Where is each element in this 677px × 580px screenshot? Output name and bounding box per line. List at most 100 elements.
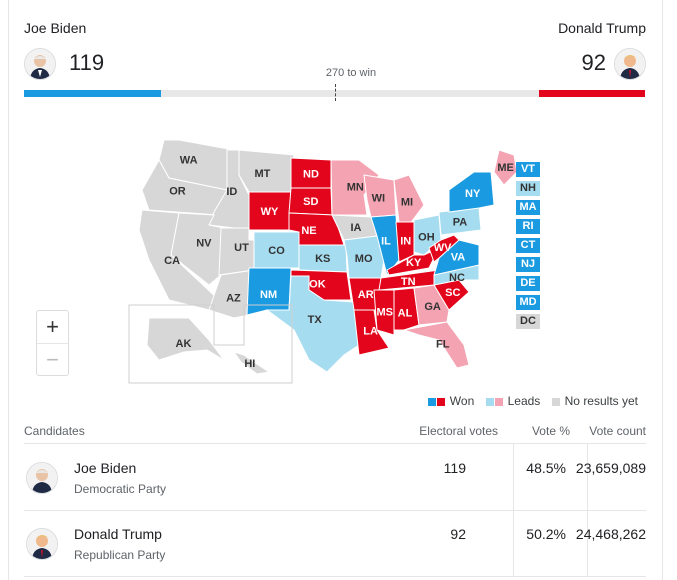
state-tx[interactable]	[265, 275, 360, 373]
legend-no-results: No results yet	[552, 394, 638, 408]
candidate-party: Democratic Party	[74, 482, 167, 496]
biden-header-name: Joe Biden	[24, 20, 87, 36]
zoom-out-button[interactable]: −	[37, 343, 68, 376]
state-label-fl: FL	[436, 339, 450, 351]
state-label-mt: MT	[254, 168, 270, 180]
state-la[interactable]	[353, 309, 390, 356]
state-me[interactable]	[493, 149, 518, 186]
vote-count: 23,659,089	[575, 460, 646, 476]
electoral-votes: 92	[450, 526, 466, 542]
vote-percent: 50.2%	[526, 526, 566, 542]
state-label-ca: CA	[164, 255, 180, 267]
trump-portrait-icon	[615, 49, 645, 79]
state-label-oh: OH	[418, 231, 435, 243]
state-hi[interactable]	[232, 351, 271, 375]
state-label-ar: AR	[358, 289, 374, 301]
state-label-tx: TX	[308, 314, 323, 326]
state-label-wy: WY	[261, 206, 279, 218]
state-label-mn: MN	[347, 182, 364, 194]
biden-avatar	[24, 48, 56, 80]
state-label-nc: NC	[449, 272, 465, 284]
trump-avatar	[614, 48, 646, 80]
state-label-ms: MS	[377, 306, 394, 318]
state-label-ks: KS	[315, 253, 330, 265]
state-label-ga: GA	[424, 301, 441, 313]
candidate-name[interactable]: Joe Biden	[74, 460, 137, 476]
table-row: Donald Trump Republican Party 92 50.2% 2…	[24, 510, 646, 577]
win-threshold-marker	[335, 84, 336, 101]
us-electoral-map[interactable]: WA OR CA ID NV MT UT AZ WY CO NM ND SD NE KS OK TX MN IA MO…	[9, 95, 662, 385]
state-label-pa: PA	[453, 216, 468, 228]
state-al[interactable]	[393, 287, 420, 331]
column-divider	[587, 510, 588, 576]
zoom-in-button[interactable]: +	[46, 314, 59, 339]
state-fl[interactable]	[402, 321, 470, 369]
small-state-de[interactable]: DE	[516, 276, 540, 291]
state-wv[interactable]	[428, 234, 460, 263]
state-label-nd: ND	[303, 169, 319, 181]
state-label-me: ME	[497, 162, 514, 174]
state-label-hi: HI	[244, 358, 255, 370]
state-ms[interactable]	[373, 289, 395, 336]
map-zoom-control: + −	[36, 310, 69, 376]
column-divider	[587, 444, 588, 510]
vote-percent: 48.5%	[526, 460, 566, 476]
trump-header-name: Donald Trump	[558, 20, 646, 36]
state-label-az: AZ	[226, 293, 241, 305]
to-win-label: 270 to win	[325, 67, 377, 79]
table-row: Joe Biden Democratic Party 119 48.5% 23,…	[24, 444, 646, 511]
trump-row-avatar	[26, 528, 58, 560]
state-label-wa: WA	[180, 155, 198, 167]
electoral-votes: 119	[443, 460, 466, 476]
small-state-ct[interactable]: CT	[516, 238, 540, 253]
col-electoral-votes: Electoral votes	[419, 424, 498, 438]
state-label-la: LA	[363, 326, 378, 338]
state-label-ky: KY	[406, 257, 422, 269]
biden-portrait-icon	[27, 463, 57, 493]
biden-portrait-icon	[25, 49, 55, 79]
small-state-nh[interactable]: NH	[516, 181, 540, 196]
state-label-wi: WI	[372, 192, 385, 204]
legend-won: Won	[428, 394, 474, 408]
state-label-mo: MO	[355, 253, 373, 265]
state-label-ut: UT	[234, 242, 249, 254]
state-label-or: OR	[169, 186, 186, 198]
state-label-mi: MI	[401, 196, 413, 208]
state-label-ak: AK	[176, 338, 192, 350]
state-label-nv: NV	[196, 237, 212, 249]
electoral-progress-bar	[24, 90, 645, 97]
trump-progress-fill	[538, 90, 645, 97]
small-state-nj[interactable]: NJ	[516, 257, 540, 272]
small-state-ma[interactable]: MA	[516, 200, 540, 215]
state-ga[interactable]	[413, 284, 450, 326]
state-label-wv: WV	[434, 242, 452, 254]
biden-progress-fill	[24, 90, 162, 97]
state-mi[interactable]	[393, 174, 425, 226]
state-label-co: CO	[268, 245, 285, 257]
biden-row-avatar	[26, 462, 58, 494]
state-label-ok: OK	[309, 278, 326, 290]
column-divider	[513, 444, 514, 510]
state-ny[interactable]	[448, 171, 495, 213]
column-divider	[513, 510, 514, 576]
small-state-md[interactable]: MD	[516, 295, 540, 310]
small-state-vt[interactable]: VT	[516, 162, 540, 177]
results-table-header: Candidates Electoral votes Vote % Vote c…	[24, 423, 646, 444]
state-label-tn: TN	[401, 276, 416, 288]
small-state-dc[interactable]: DC	[516, 314, 540, 329]
legend-leads: Leads	[486, 394, 540, 408]
inset-frame	[128, 304, 293, 384]
state-label-ne: NE	[301, 225, 316, 237]
vote-count: 24,468,262	[575, 526, 646, 542]
state-label-sd: SD	[303, 196, 318, 208]
state-label-nm: NM	[260, 289, 277, 301]
small-state-ri[interactable]: RI	[516, 219, 540, 234]
trump-portrait-icon	[27, 529, 57, 559]
state-ak[interactable]	[146, 317, 225, 361]
state-label-id: ID	[226, 186, 237, 198]
map-legend: Won Leads No results yet	[428, 394, 638, 408]
biden-electoral-total: 119	[69, 50, 105, 75]
state-label-va: VA	[451, 252, 466, 264]
col-vote-count: Vote count	[589, 424, 646, 438]
candidate-name[interactable]: Donald Trump	[74, 526, 162, 542]
